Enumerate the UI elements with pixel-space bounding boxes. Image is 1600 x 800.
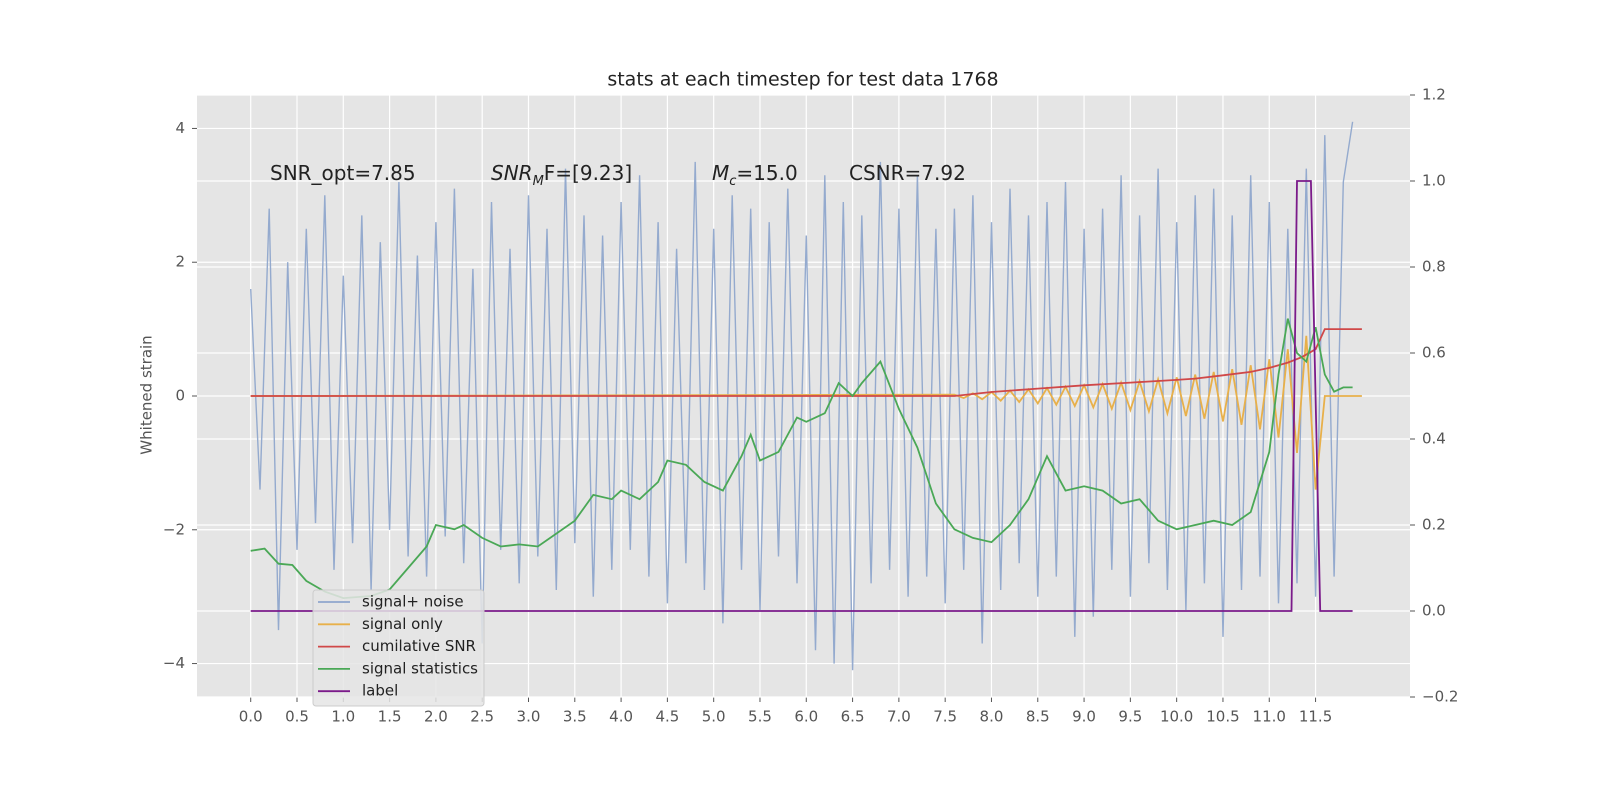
legend-box xyxy=(312,589,485,707)
y2-tick-label: 0.6 xyxy=(1422,344,1446,362)
y-axis-label: Whitened strain xyxy=(138,335,156,454)
x-tick-label: 4.0 xyxy=(609,708,633,726)
series-line xyxy=(250,121,1354,671)
x-tick-label: 6.0 xyxy=(794,708,818,726)
y-tick-label: −4 xyxy=(163,654,185,672)
annotation-part: SNR_opt=7.85 xyxy=(270,161,416,185)
y-tick-label: 0 xyxy=(175,387,185,405)
x-tick-label: 5.0 xyxy=(702,708,726,726)
legend-label: cumilative SNR xyxy=(362,637,476,655)
legend-label: signal+ noise xyxy=(362,593,464,611)
x-tick-label: 10.0 xyxy=(1160,708,1193,726)
chart-title: stats at each timestep for test data 176… xyxy=(607,69,998,91)
y-tick-label: −2 xyxy=(163,520,185,538)
x-tick-label: 3.5 xyxy=(563,708,587,726)
annotation-part: c xyxy=(729,174,736,189)
x-tick-label: 1.5 xyxy=(378,708,402,726)
x-tick-label: 0.5 xyxy=(285,708,309,726)
annotation-part: SNR xyxy=(491,161,533,185)
x-tick-label: 2.5 xyxy=(470,708,494,726)
y2-tick-label: 0.0 xyxy=(1422,602,1446,620)
x-tick-label: 0.0 xyxy=(239,708,263,726)
x-tick-label: 3.0 xyxy=(517,708,541,726)
x-tick-label: 5.5 xyxy=(748,708,772,726)
annotation: SNRMF=[9.23] xyxy=(491,161,632,189)
x-tick-label: 8.0 xyxy=(980,708,1004,726)
annotation-part: CSNR=7.92 xyxy=(849,161,966,185)
annotation: Mc=15.0 xyxy=(712,161,798,189)
annotation-part: =15.0 xyxy=(736,161,797,185)
legend-label: signal statistics xyxy=(362,659,478,677)
y-tick-label: 2 xyxy=(175,253,185,271)
x-tick-label: 4.5 xyxy=(655,708,679,726)
y2-tick-label: 0.8 xyxy=(1422,258,1446,276)
series-line xyxy=(250,318,1353,600)
x-tick-label: 11.0 xyxy=(1253,708,1286,726)
series-line xyxy=(250,180,1353,612)
legend-label: label xyxy=(362,682,398,700)
annotation-part: F=[9.23] xyxy=(544,161,632,185)
x-tick-label: 8.5 xyxy=(1026,708,1050,726)
x-tick-label: 9.5 xyxy=(1118,708,1142,726)
x-tick-label: 7.0 xyxy=(887,708,911,726)
annotation: SNR_opt=7.85 xyxy=(270,161,416,185)
x-tick-label: 9.0 xyxy=(1072,708,1096,726)
y2-tick-label: 1.0 xyxy=(1422,172,1446,190)
annotation-part: M xyxy=(712,161,729,185)
annotation-part: M xyxy=(533,174,544,189)
x-tick-label: 11.5 xyxy=(1299,708,1332,726)
y-tick-label: 4 xyxy=(175,119,185,137)
legend-label: signal only xyxy=(362,615,443,633)
y2-tick-label: 1.2 xyxy=(1422,86,1446,104)
annotation: CSNR=7.92 xyxy=(849,161,966,185)
x-tick-label: 10.5 xyxy=(1206,708,1239,726)
x-tick-label: 7.5 xyxy=(933,708,957,726)
y2-tick-label: 0.2 xyxy=(1422,516,1446,534)
x-tick-label: 1.0 xyxy=(331,708,355,726)
x-tick-label: 2.0 xyxy=(424,708,448,726)
y2-tick-label: 0.4 xyxy=(1422,430,1446,448)
y2-tick-label: −0.2 xyxy=(1422,688,1458,706)
x-tick-label: 6.5 xyxy=(841,708,865,726)
